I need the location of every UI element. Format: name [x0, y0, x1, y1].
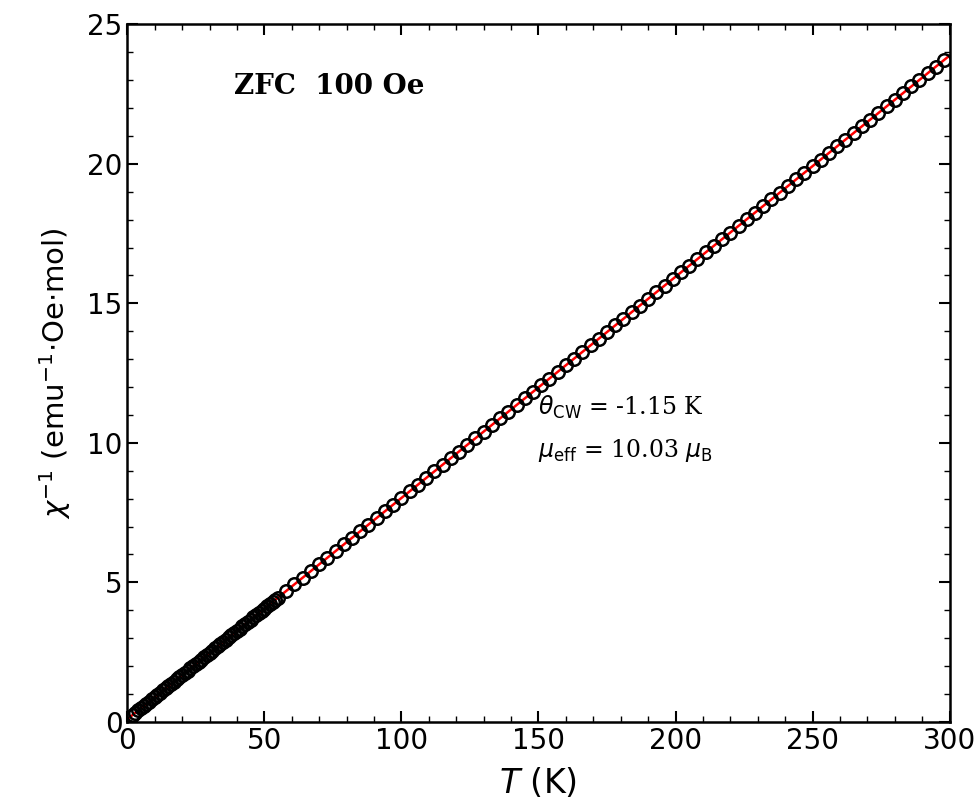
Y-axis label: $\chi^{-1}$ (emu$^{-1}$$\cdot$Oe$\cdot$mol): $\chi^{-1}$ (emu$^{-1}$$\cdot$Oe$\cdot$m… [37, 227, 73, 519]
Text: ZFC  100 Oe: ZFC 100 Oe [234, 73, 424, 100]
X-axis label: $T$ (K): $T$ (K) [499, 766, 577, 800]
Text: $\theta_{\mathrm{CW}}$ = -1.15 K
$\mu_{\mathrm{eff}}$ = 10.03 $\mu_{\mathrm{B}}$: $\theta_{\mathrm{CW}}$ = -1.15 K $\mu_{\… [538, 394, 713, 464]
